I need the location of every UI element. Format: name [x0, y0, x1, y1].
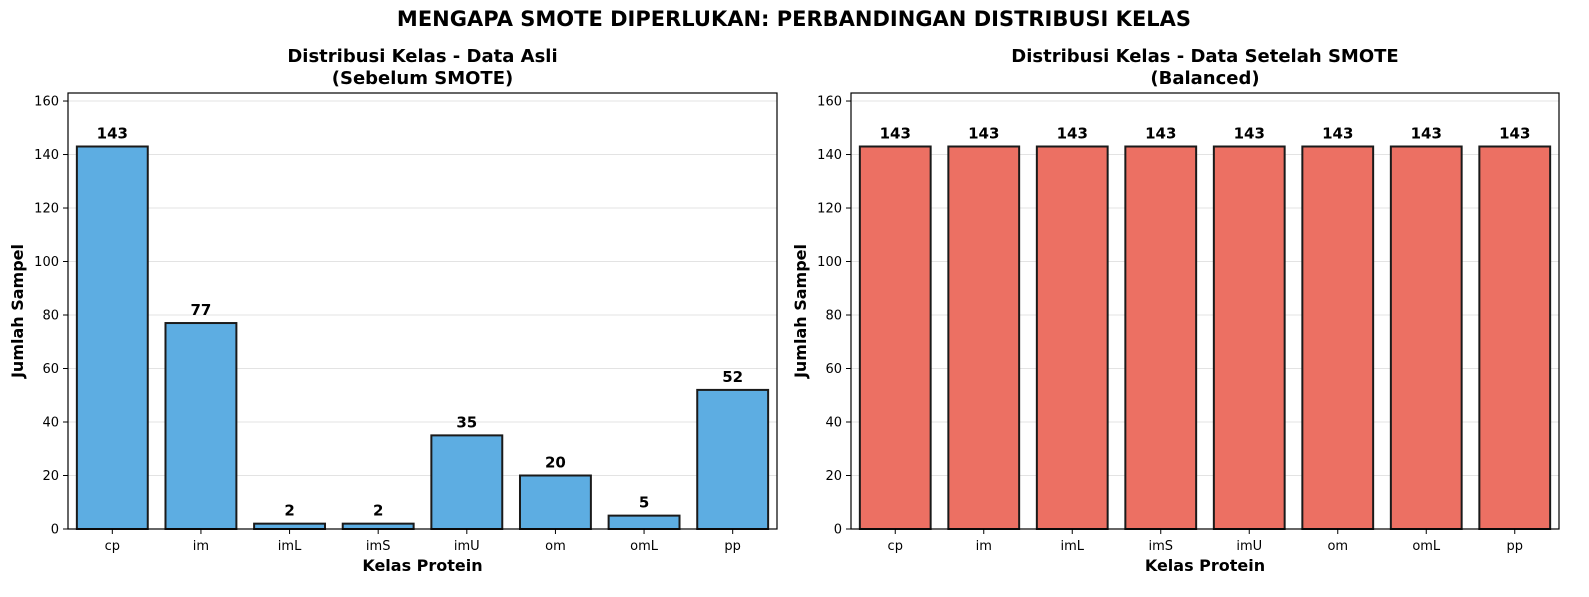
y-axis-label: Jumlah Sampel — [791, 244, 810, 379]
y-tick-label: 140 — [817, 148, 842, 163]
bar-imL — [253, 522, 327, 531]
bar-im — [947, 145, 1021, 531]
x-tick-label: imS — [366, 539, 391, 554]
bar-om — [1301, 145, 1375, 531]
y-tick-label: 120 — [34, 202, 59, 217]
y-tick-label: 20 — [825, 469, 842, 484]
data-label: 143 — [968, 124, 999, 142]
data-label: 143 — [1057, 124, 1088, 142]
y-tick-label: 0 — [834, 523, 842, 538]
x-axis-label: Kelas Protein — [362, 556, 482, 575]
y-tick-label: 160 — [817, 95, 842, 110]
x-tick-label: omL — [630, 539, 659, 554]
bar-pp — [1478, 145, 1552, 531]
chart-subtitle: (Sebelum SMOTE) — [332, 68, 513, 89]
chart-panel-2: 143 143 143 143 143 143 143 143 0 20 40 60 80 100 120 1… — [791, 46, 1560, 575]
x-tick-label: imL — [1060, 539, 1084, 554]
data-label: 2 — [373, 502, 383, 520]
chart-title: Distribusi Kelas - Data Asli — [287, 46, 557, 67]
data-label: 143 — [97, 124, 128, 142]
x-axis-label: Kelas Protein — [1145, 556, 1265, 575]
y-tick-label: 0 — [51, 523, 59, 538]
y-axis-label: Jumlah Sampel — [8, 244, 27, 379]
y-tick-label: 60 — [825, 362, 842, 377]
y-tick-label: 40 — [42, 416, 59, 431]
x-tick-label: omL — [1412, 539, 1441, 554]
bar-omL — [607, 514, 681, 531]
x-tick-label: om — [545, 539, 566, 554]
y-tick-label: 60 — [42, 362, 59, 377]
bar-imS — [1124, 145, 1198, 531]
x-tick-label: im — [976, 539, 992, 554]
x-tick-label: im — [193, 539, 209, 554]
data-label: 143 — [1499, 124, 1530, 142]
plot-frame — [67, 92, 778, 530]
x-tick-label: om — [1327, 539, 1348, 554]
bar-imL — [1035, 145, 1109, 531]
bar-imU — [430, 434, 504, 530]
data-label: 20 — [545, 454, 566, 472]
x-tick-label: imU — [454, 539, 480, 554]
y-tick-label: 80 — [42, 309, 59, 324]
y-tick-label: 40 — [825, 416, 842, 431]
data-label: 5 — [639, 494, 649, 512]
y-tick-label: 80 — [825, 309, 842, 324]
x-tick-label: pp — [1506, 539, 1523, 554]
chart-title: Distribusi Kelas - Data Setelah SMOTE — [1011, 46, 1398, 67]
y-tick-label: 20 — [42, 469, 59, 484]
bar-imU — [1212, 145, 1286, 531]
data-label: 143 — [1322, 124, 1353, 142]
data-label: 52 — [722, 368, 743, 386]
data-label: 143 — [880, 124, 911, 142]
y-tick-label: 100 — [34, 255, 59, 270]
data-label: 143 — [1411, 124, 1442, 142]
data-label: 143 — [1234, 124, 1265, 142]
figure-suptitle: MENGAPA SMOTE DIPERLUKAN: PERBANDINGAN D… — [397, 7, 1191, 31]
x-tick-label: cp — [105, 539, 120, 554]
x-tick-label: imU — [1236, 539, 1262, 554]
x-tick-label: cp — [888, 539, 903, 554]
data-label: 77 — [191, 301, 212, 319]
x-tick-label: pp — [724, 539, 741, 554]
data-label: 2 — [284, 502, 294, 520]
bar-im — [164, 322, 238, 530]
bar-cp — [858, 145, 932, 531]
bar-pp — [696, 388, 770, 531]
bar-omL — [1389, 145, 1463, 531]
plot-frame — [850, 92, 1560, 530]
y-tick-label: 100 — [817, 255, 842, 270]
data-label: 143 — [1145, 124, 1176, 142]
bar-om — [518, 474, 592, 531]
x-tick-label: imL — [278, 539, 302, 554]
chart-panel-1: 143 77 2 2 35 20 5 52 0 20 40 60 80 100 120 140 160 cp im i… — [8, 46, 778, 575]
bar-imS — [341, 522, 415, 531]
y-tick-label: 140 — [34, 148, 59, 163]
y-tick-label: 160 — [34, 95, 59, 110]
data-label: 35 — [456, 413, 477, 431]
y-tick-label: 120 — [817, 202, 842, 217]
chart-subtitle: (Balanced) — [1150, 68, 1259, 89]
bar-cp — [75, 145, 149, 531]
x-tick-label: imS — [1148, 539, 1173, 554]
